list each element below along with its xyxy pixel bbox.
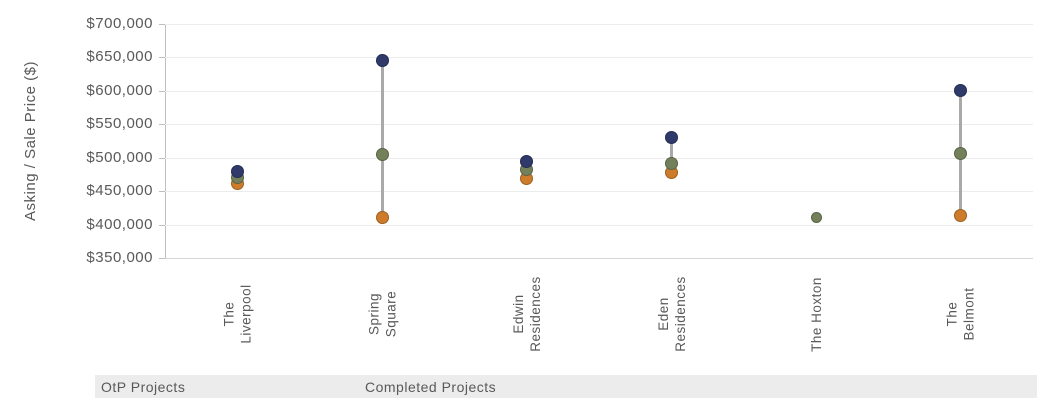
category-label: The Belmont [906,263,1016,365]
gridline [165,57,1033,59]
y-tick-label: $700,000 [86,15,153,32]
data-point-olive [954,146,968,160]
y-axis-line [165,24,166,258]
category-label: The Hoxton [761,263,871,365]
y-axis-tick [159,191,165,193]
y-tick-label: $500,000 [86,148,153,166]
data-point-navy [375,54,389,68]
y-axis-tick [159,24,165,25]
high-low-connector-line [380,60,384,218]
data-point-navy [664,131,678,145]
gridline [165,224,1033,226]
category-label: Spring Square [327,263,437,365]
gridline [165,124,1033,126]
category-label-text: Spring Square [365,290,398,338]
category-label-text: The Liverpool [221,284,254,344]
category-label: The Liverpool [182,263,292,365]
y-tick-label: $650,000 [86,48,153,66]
y-tick-label: $400,000 [86,215,153,233]
data-point-navy [230,164,244,178]
gridline [165,90,1033,92]
y-tick-label: $550,000 [86,115,153,133]
gridline [165,258,1033,259]
gridline [165,157,1033,159]
data-point-orange [375,210,389,224]
group-label-otp-projects: OtP Projects [101,379,186,395]
category-label: Eden Residences [616,263,726,365]
data-point-olive [810,212,822,224]
y-axis-tick [159,258,165,259]
y-axis-title: Asking / Sale Price ($) [22,61,39,221]
y-axis-tick [159,224,165,226]
category-label: Edwin Residences [472,263,582,365]
gridline [165,24,1033,25]
group-label-completed-projects: Completed Projects [365,379,497,395]
y-axis-tick [159,90,165,92]
data-point-orange [954,209,968,223]
gridline [165,191,1033,193]
data-point-navy [520,154,534,168]
category-label-text: The Hoxton [808,276,824,352]
y-tick-label: $450,000 [86,182,153,200]
y-tick-label: $600,000 [86,81,153,99]
data-point-navy [954,84,968,98]
y-axis-tick [159,57,165,59]
category-label-text: The Belmont [944,287,977,341]
category-label-text: Eden Residences [655,276,688,352]
y-axis-tick [159,124,165,126]
data-point-olive [375,147,389,161]
category-label-text: Edwin Residences [510,276,543,352]
high-low-connector-line [669,137,673,173]
y-tick-label: $350,000 [86,249,153,266]
data-point-olive [664,156,678,170]
y-axis-tick [159,157,165,159]
axis-group-band: OtP Projects Completed Projects [95,375,1037,398]
